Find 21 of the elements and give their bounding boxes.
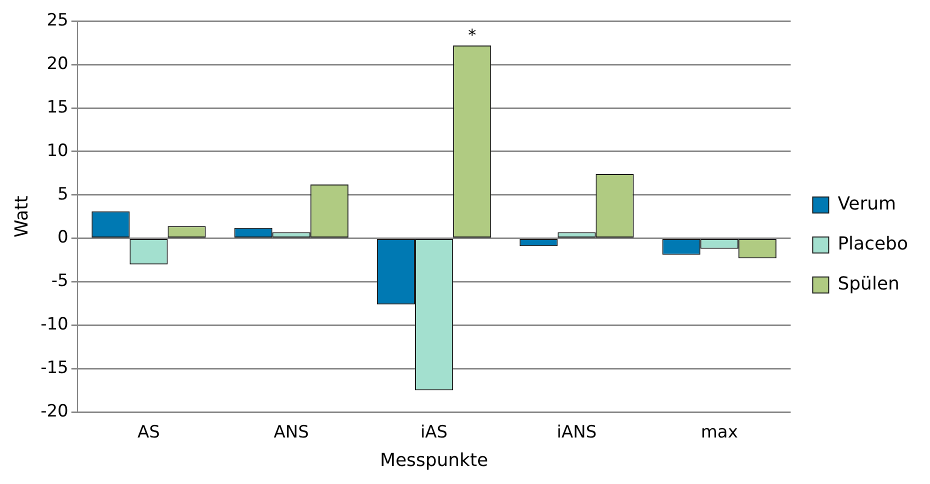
y-tick-label: 15 xyxy=(46,97,68,118)
y-tick-label: -15 xyxy=(40,358,68,378)
x-tick-label: max xyxy=(700,422,738,443)
annotation: * xyxy=(468,26,476,45)
y-axis-title: Watt xyxy=(11,196,32,238)
x-tick-label: ANS xyxy=(274,422,309,443)
y-tick-label: -20 xyxy=(40,401,68,422)
x-axis-title: Messpunkte xyxy=(380,450,488,471)
y-tick-label: 0 xyxy=(58,228,68,248)
y-tick-label: -10 xyxy=(40,314,68,335)
y-tick-label: 25 xyxy=(46,10,68,31)
y-tick-label: -5 xyxy=(51,271,68,292)
legend-label: Placebo xyxy=(838,234,908,255)
legend-label: Verum xyxy=(838,194,896,215)
y-tick-label: 20 xyxy=(46,54,68,74)
x-tick-label: iAS xyxy=(420,422,448,443)
y-tick-label: 10 xyxy=(46,140,68,161)
legend-label: Spülen xyxy=(838,274,900,295)
x-tick-label: AS xyxy=(137,422,160,443)
y-tick-label: 5 xyxy=(58,184,68,204)
x-tick-label: iANS xyxy=(556,422,597,443)
